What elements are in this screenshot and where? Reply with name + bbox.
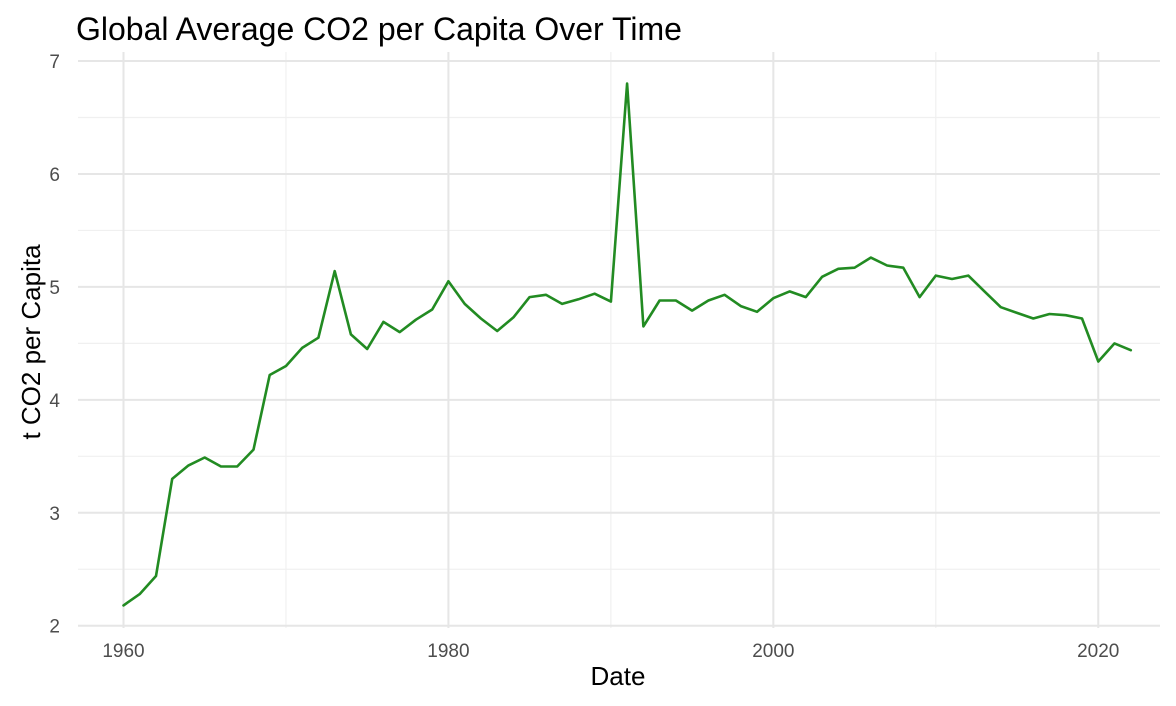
- chart-title: Global Average CO2 per Capita Over Time: [76, 11, 682, 47]
- x-tick-label: 1980: [427, 641, 469, 662]
- x-tick-label: 2000: [752, 641, 794, 662]
- x-tick-label: 1960: [102, 641, 144, 662]
- y-tick-label: 4: [49, 391, 60, 412]
- x-tick-label: 2020: [1077, 641, 1119, 662]
- y-tick-label: 3: [49, 504, 60, 525]
- x-axis-title: Date: [591, 661, 646, 691]
- series-group: [122, 82, 1133, 607]
- y-axis-title: t CO2 per Capita: [16, 244, 46, 440]
- tick-labels: 2 3 4 5 6 7 1960 1980 2000 2020: [49, 52, 1119, 662]
- y-tick-label: 2: [49, 617, 60, 638]
- y-tick-label: 5: [49, 278, 60, 299]
- series-line-0: [122, 82, 1133, 607]
- y-tick-label: 6: [49, 165, 60, 186]
- y-tick-label: 7: [49, 52, 60, 73]
- grid: [78, 52, 1160, 628]
